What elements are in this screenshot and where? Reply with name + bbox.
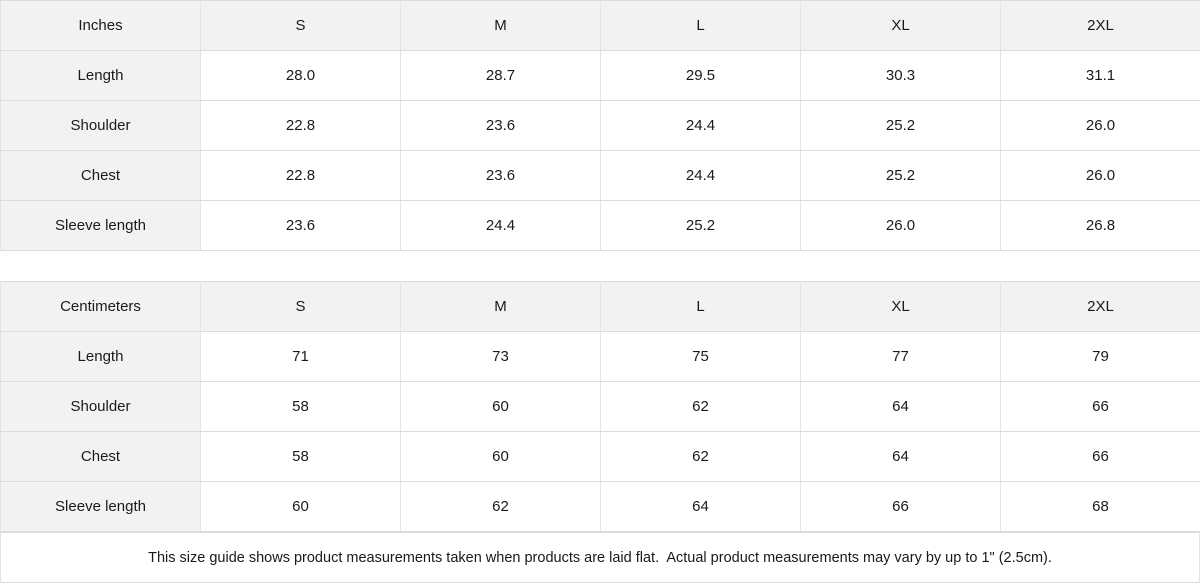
cell-length-l: 29.5 xyxy=(601,51,801,101)
footnote-table: This size guide shows product measuremen… xyxy=(0,532,1200,583)
header-row: Centimeters S M L XL 2XL xyxy=(1,282,1200,332)
row-label-length: Length xyxy=(1,332,201,382)
cell-chest-m: 60 xyxy=(401,432,601,482)
column-header-l: L xyxy=(601,282,801,332)
cell-length-2xl: 31.1 xyxy=(1001,51,1200,101)
cell-sleeve-length-xl: 66 xyxy=(801,482,1001,532)
cell-shoulder-2xl: 66 xyxy=(1001,382,1200,432)
centimeters-table: Centimeters S M L XL 2XL Length 71 73 75… xyxy=(0,281,1200,532)
cell-sleeve-length-l: 25.2 xyxy=(601,201,801,251)
table-row: Sleeve length 60 62 64 66 68 xyxy=(1,482,1200,532)
cell-length-xl: 77 xyxy=(801,332,1001,382)
column-header-xl: XL xyxy=(801,1,1001,51)
inches-table-header: Inches S M L XL 2XL xyxy=(1,1,1200,51)
row-label-length: Length xyxy=(1,51,201,101)
centimeters-table-body: Length 71 73 75 77 79 Shoulder 58 60 62 … xyxy=(1,332,1200,532)
size-guide-footnote: This size guide shows product measuremen… xyxy=(1,533,1200,583)
header-row: Inches S M L XL 2XL xyxy=(1,1,1200,51)
cell-shoulder-m: 60 xyxy=(401,382,601,432)
column-header-m: M xyxy=(401,282,601,332)
column-header-2xl: 2XL xyxy=(1001,282,1200,332)
row-label-chest: Chest xyxy=(1,151,201,201)
cell-sleeve-length-s: 23.6 xyxy=(201,201,401,251)
column-header-m: M xyxy=(401,1,601,51)
cell-shoulder-s: 58 xyxy=(201,382,401,432)
cell-length-2xl: 79 xyxy=(1001,332,1200,382)
cell-shoulder-s: 22.8 xyxy=(201,101,401,151)
row-label-shoulder: Shoulder xyxy=(1,382,201,432)
cell-sleeve-length-2xl: 68 xyxy=(1001,482,1200,532)
cell-length-xl: 30.3 xyxy=(801,51,1001,101)
cell-shoulder-l: 24.4 xyxy=(601,101,801,151)
row-label-sleeve-length: Sleeve length xyxy=(1,201,201,251)
cell-sleeve-length-s: 60 xyxy=(201,482,401,532)
cell-sleeve-length-m: 62 xyxy=(401,482,601,532)
table-row: Shoulder 58 60 62 64 66 xyxy=(1,382,1200,432)
row-label-shoulder: Shoulder xyxy=(1,101,201,151)
column-header-s: S xyxy=(201,282,401,332)
cell-chest-xl: 64 xyxy=(801,432,1001,482)
cell-chest-2xl: 26.0 xyxy=(1001,151,1200,201)
inches-table-body: Length 28.0 28.7 29.5 30.3 31.1 Shoulder… xyxy=(1,51,1200,251)
cell-chest-s: 58 xyxy=(201,432,401,482)
cell-chest-l: 24.4 xyxy=(601,151,801,201)
centimeters-table-header: Centimeters S M L XL 2XL xyxy=(1,282,1200,332)
cell-length-m: 73 xyxy=(401,332,601,382)
cell-sleeve-length-xl: 26.0 xyxy=(801,201,1001,251)
cell-sleeve-length-m: 24.4 xyxy=(401,201,601,251)
column-header-s: S xyxy=(201,1,401,51)
row-label-chest: Chest xyxy=(1,432,201,482)
cell-length-s: 28.0 xyxy=(201,51,401,101)
column-header-2xl: 2XL xyxy=(1001,1,1200,51)
column-header-xl: XL xyxy=(801,282,1001,332)
table-row: Length 71 73 75 77 79 xyxy=(1,332,1200,382)
table-row: Shoulder 22.8 23.6 24.4 25.2 26.0 xyxy=(1,101,1200,151)
cell-chest-m: 23.6 xyxy=(401,151,601,201)
cell-shoulder-xl: 25.2 xyxy=(801,101,1001,151)
table-row: Chest 22.8 23.6 24.4 25.2 26.0 xyxy=(1,151,1200,201)
row-label-sleeve-length: Sleeve length xyxy=(1,482,201,532)
inches-table: Inches S M L XL 2XL Length 28.0 28.7 29.… xyxy=(0,0,1200,251)
cell-length-s: 71 xyxy=(201,332,401,382)
cell-chest-xl: 25.2 xyxy=(801,151,1001,201)
cell-length-l: 75 xyxy=(601,332,801,382)
cell-chest-2xl: 66 xyxy=(1001,432,1200,482)
table-row: Sleeve length 23.6 24.4 25.2 26.0 26.8 xyxy=(1,201,1200,251)
unit-header-centimeters: Centimeters xyxy=(1,282,201,332)
cell-sleeve-length-2xl: 26.8 xyxy=(1001,201,1200,251)
cell-chest-s: 22.8 xyxy=(201,151,401,201)
cell-shoulder-xl: 64 xyxy=(801,382,1001,432)
table-row: Chest 58 60 62 64 66 xyxy=(1,432,1200,482)
cell-shoulder-l: 62 xyxy=(601,382,801,432)
cell-length-m: 28.7 xyxy=(401,51,601,101)
column-header-l: L xyxy=(601,1,801,51)
footnote-row: This size guide shows product measuremen… xyxy=(1,533,1200,583)
cell-sleeve-length-l: 64 xyxy=(601,482,801,532)
cell-chest-l: 62 xyxy=(601,432,801,482)
table-row: Length 28.0 28.7 29.5 30.3 31.1 xyxy=(1,51,1200,101)
table-separator xyxy=(0,251,1200,281)
unit-header-inches: Inches xyxy=(1,1,201,51)
cell-shoulder-2xl: 26.0 xyxy=(1001,101,1200,151)
cell-shoulder-m: 23.6 xyxy=(401,101,601,151)
